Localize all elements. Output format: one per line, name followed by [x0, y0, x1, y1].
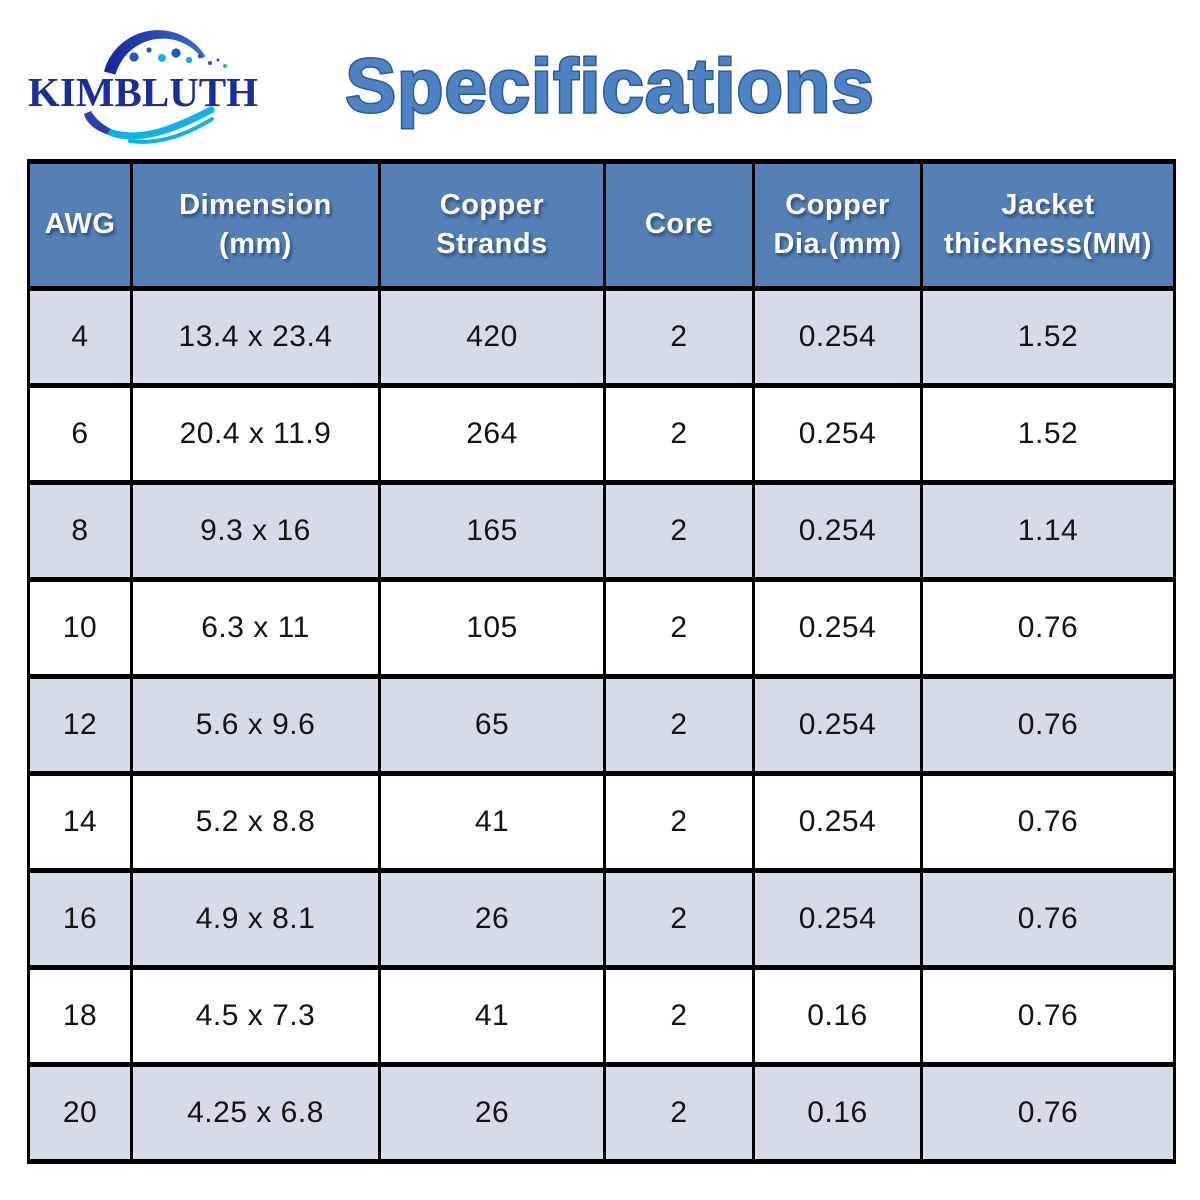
column-header-copper-dia-mm: Copper Dia.(mm) — [752, 159, 923, 291]
table-cell: 5.2 x 8.8 — [130, 771, 381, 873]
table-cell: 2 — [603, 674, 755, 776]
table-cell: 0.76 — [920, 674, 1176, 776]
table-cell: 8 — [27, 480, 133, 582]
table-cell: 26 — [378, 868, 606, 970]
table-header-row: AWG Dimension (mm) Copper Strands Core Copper D… — [27, 159, 1176, 291]
column-header-core: Core — [603, 159, 755, 291]
table-cell: 20 — [27, 1062, 133, 1164]
table-cell: 4.9 x 8.1 — [130, 868, 381, 970]
table-cell: 0.16 — [752, 965, 923, 1067]
table-cell: 0.254 — [752, 674, 923, 776]
table-cell: 16 — [27, 868, 133, 970]
table-cell: 0.76 — [920, 577, 1176, 679]
table-cell: 0.76 — [920, 771, 1176, 873]
brand-logo: KIMBLUTH — [28, 30, 258, 144]
table-row-awg-6: 6 20.4 x 11.9 264 2 0.254 1.52 — [27, 383, 1176, 485]
table-cell: 2 — [603, 480, 755, 582]
table-cell: 165 — [378, 480, 606, 582]
table-cell: 41 — [378, 965, 606, 1067]
table-body: 4 13.4 x 23.4 420 2 0.254 1.52 6 20.4 x 11.9 264… — [27, 286, 1176, 1164]
logo-wave-icon — [84, 106, 215, 144]
table-cell: 1.14 — [920, 480, 1176, 582]
table-cell: 0.254 — [752, 868, 923, 970]
table-cell: 0.76 — [920, 868, 1176, 970]
table-cell: 10 — [27, 577, 133, 679]
table-cell: 0.254 — [752, 577, 923, 679]
column-header-awg: AWG — [27, 159, 133, 291]
table-cell: 26 — [378, 1062, 606, 1164]
table-cell: 9.3 x 16 — [130, 480, 381, 582]
table-cell: 13.4 x 23.4 — [130, 286, 381, 388]
table-row-awg-12: 12 5.6 x 9.6 65 2 0.254 0.76 — [27, 674, 1176, 776]
table-cell: 1.52 — [920, 286, 1176, 388]
column-header-dimension-mm: Dimension (mm) — [130, 159, 381, 291]
table-cell: 0.254 — [752, 383, 923, 485]
column-header-copper-strands: Copper Strands — [378, 159, 606, 291]
table-cell: 2 — [603, 1062, 755, 1164]
table-row-awg-16: 16 4.9 x 8.1 26 2 0.254 0.76 — [27, 868, 1176, 970]
table-row-awg-20: 20 4.25 x 6.8 26 2 0.16 0.76 — [27, 1062, 1176, 1164]
table-cell: 2 — [603, 868, 755, 970]
table-row-awg-10: 10 6.3 x 11 105 2 0.254 0.76 — [27, 577, 1176, 679]
table-cell: 264 — [378, 383, 606, 485]
brand-name: KIMBLUTH — [28, 69, 258, 115]
table-cell: 2 — [603, 286, 755, 388]
table-cell: 4 — [27, 286, 133, 388]
table-cell: 0.76 — [920, 1062, 1176, 1164]
logo-arc-icon — [104, 30, 206, 75]
table-cell: 2 — [603, 965, 755, 1067]
table-row-awg-8: 8 9.3 x 16 165 2 0.254 1.14 — [27, 480, 1176, 582]
table-cell: 2 — [603, 771, 755, 873]
table-row-awg-14: 14 5.2 x 8.8 41 2 0.254 0.76 — [27, 771, 1176, 873]
table-cell: 0.254 — [752, 480, 923, 582]
table-cell: 4.5 x 7.3 — [130, 965, 381, 1067]
table-cell: 0.76 — [920, 965, 1176, 1067]
specifications-table: AWG Dimension (mm) Copper Strands Core Copper D… — [27, 159, 1176, 1164]
table-cell: 41 — [378, 771, 606, 873]
page-title: Specifications — [345, 44, 874, 129]
table-cell: 6.3 x 11 — [130, 577, 381, 679]
table-cell: 4.25 x 6.8 — [130, 1062, 381, 1164]
table-cell: 1.52 — [920, 383, 1176, 485]
table-cell: 65 — [378, 674, 606, 776]
table-cell: 6 — [27, 383, 133, 485]
page-title-wrap: Specifications — [344, 43, 875, 131]
column-header-jacket-thickness-mm: Jacket thickness(MM) — [920, 159, 1176, 291]
table-cell: 0.16 — [752, 1062, 923, 1164]
logo-dots-icon — [129, 47, 227, 68]
table-cell: 12 — [27, 674, 133, 776]
table-cell: 20.4 x 11.9 — [130, 383, 381, 485]
table-row-awg-18: 18 4.5 x 7.3 41 2 0.16 0.76 — [27, 965, 1176, 1067]
table-cell: 2 — [603, 383, 755, 485]
table-cell: 5.6 x 9.6 — [130, 674, 381, 776]
table-cell: 0.254 — [752, 771, 923, 873]
table-cell: 14 — [27, 771, 133, 873]
table-cell: 0.254 — [752, 286, 923, 388]
table-row-awg-4: 4 13.4 x 23.4 420 2 0.254 1.52 — [27, 286, 1176, 388]
table-cell: 18 — [27, 965, 133, 1067]
table-cell: 420 — [378, 286, 606, 388]
table-cell: 2 — [603, 577, 755, 679]
table-cell: 105 — [378, 577, 606, 679]
table-header: AWG Dimension (mm) Copper Strands Core Copper D… — [27, 159, 1176, 291]
